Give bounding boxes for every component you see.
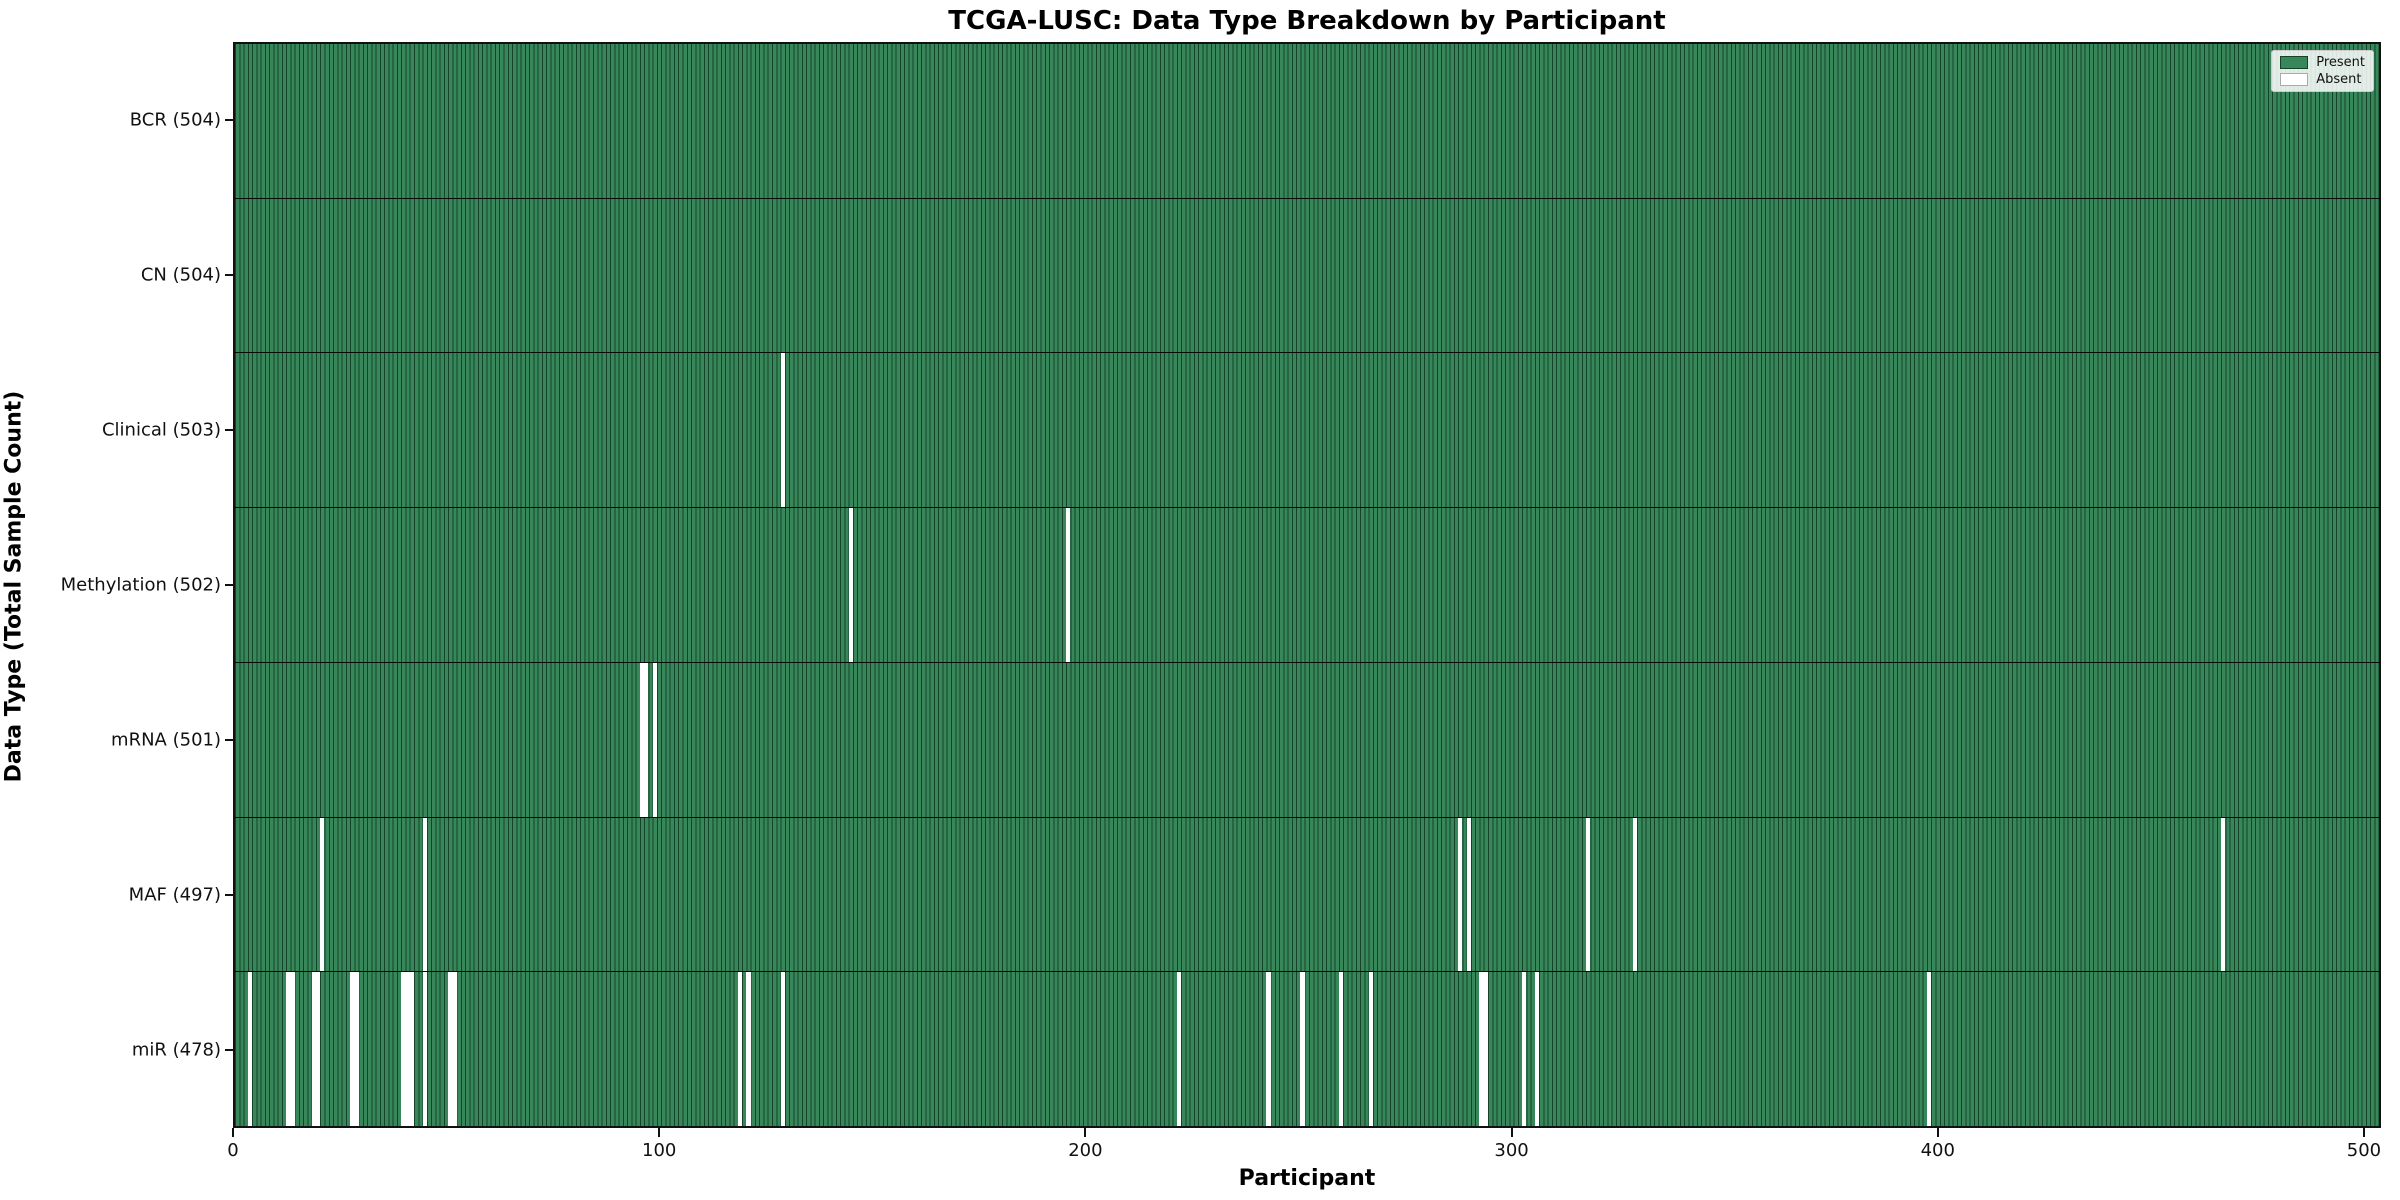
absent-gap: [401, 972, 406, 1127]
absent-gap: [315, 972, 321, 1127]
absent-gap: [354, 972, 359, 1127]
absent-gap: [1586, 817, 1591, 972]
chart-title: TCGA-LUSC: Data Type Breakdown by Partic…: [948, 6, 1666, 36]
absent-gap: [290, 972, 295, 1127]
x-tick-mark: [658, 1128, 661, 1137]
y-tick-label: miR (478): [131, 1039, 221, 1061]
y-tick-mark: [225, 1049, 233, 1052]
legend-absent-swatch: [2280, 73, 2309, 86]
legend-absent-label: Absent: [2316, 72, 2362, 87]
row-bcr: [235, 44, 2379, 198]
x-tick-label: 500: [2346, 1140, 2382, 1161]
legend-present-label: Present: [2316, 55, 2365, 70]
x-tick-mark: [1084, 1128, 1087, 1137]
x-tick-label: 0: [227, 1140, 239, 1161]
absent-gap: [1479, 972, 1484, 1127]
absent-gap: [1632, 817, 1638, 972]
absent-gap: [452, 972, 457, 1127]
x-tick-label: 200: [1068, 1140, 1103, 1161]
x-tick-mark: [1510, 1128, 1513, 1137]
absent-gap: [1466, 817, 1471, 972]
y-axis-label: Data Type (Total Sample Count): [1, 390, 27, 783]
row-maf: [235, 816, 2379, 972]
y-tick-mark: [225, 428, 233, 431]
legend-entry-absent: Absent: [2280, 73, 2365, 86]
absent-gap: [1300, 972, 1305, 1127]
absent-gap: [737, 972, 743, 1127]
absent-gap: [780, 972, 785, 1127]
absent-gap: [848, 508, 853, 662]
row-cn: [235, 197, 2379, 353]
absent-gap: [780, 353, 785, 508]
absent-gap: [1066, 508, 1071, 662]
x-tick-label: 300: [1494, 1140, 1529, 1161]
absent-gap: [1483, 972, 1488, 1127]
absent-gap: [320, 817, 325, 972]
absent-gap: [409, 972, 414, 1127]
y-tick-label: MAF (497): [128, 884, 221, 906]
y-tick-label: Clinical (503): [101, 419, 221, 441]
y-tick-mark: [225, 118, 233, 121]
absent-gap: [644, 662, 649, 817]
absent-gap: [286, 972, 291, 1127]
absent-gap: [746, 972, 751, 1127]
absent-gap: [350, 972, 355, 1127]
absent-gap: [422, 972, 427, 1127]
absent-gap: [311, 972, 316, 1127]
absent-gap: [1266, 972, 1271, 1127]
x-axis-label: Participant: [1238, 1166, 1376, 1191]
row-mrna: [235, 661, 2379, 817]
row-methylation: [235, 507, 2379, 662]
absent-gap: [1176, 972, 1182, 1127]
absent-gap: [2221, 817, 2226, 972]
absent-gap: [1368, 972, 1373, 1127]
absent-gap: [1338, 972, 1344, 1127]
legend-present-swatch: [2280, 56, 2309, 69]
y-tick-mark: [225, 739, 233, 742]
absent-gap: [247, 972, 253, 1127]
y-tick-mark: [225, 894, 233, 897]
legend-entry-present: Present: [2280, 56, 2365, 69]
y-tick-mark: [225, 273, 233, 276]
absent-gap: [1522, 972, 1527, 1127]
absent-gap: [1926, 972, 1932, 1127]
row-clinical: [235, 352, 2379, 508]
absent-gap: [1458, 817, 1463, 972]
x-tick-mark: [1936, 1128, 1939, 1137]
y-tick-mark: [225, 584, 233, 586]
y-tick-label: BCR (504): [129, 109, 221, 131]
x-tick-mark: [232, 1128, 234, 1137]
absent-gap: [1534, 972, 1540, 1127]
absent-gap: [652, 662, 657, 817]
x-tick-label: 400: [1920, 1140, 1955, 1161]
x-tick-mark: [2362, 1128, 2365, 1137]
absent-gap: [639, 662, 645, 817]
legend: Present Absent: [2271, 50, 2374, 92]
y-tick-label: CN (504): [140, 264, 221, 286]
y-tick-label: Methylation (502): [60, 574, 221, 596]
y-tick-label: mRNA (501): [111, 729, 221, 751]
x-tick-label: 100: [642, 1140, 677, 1161]
plot-area: Present Absent: [233, 42, 2381, 1128]
absent-gap: [422, 817, 427, 972]
absent-gap: [448, 972, 453, 1127]
absent-gap: [405, 972, 410, 1127]
row-mir: [235, 971, 2379, 1127]
